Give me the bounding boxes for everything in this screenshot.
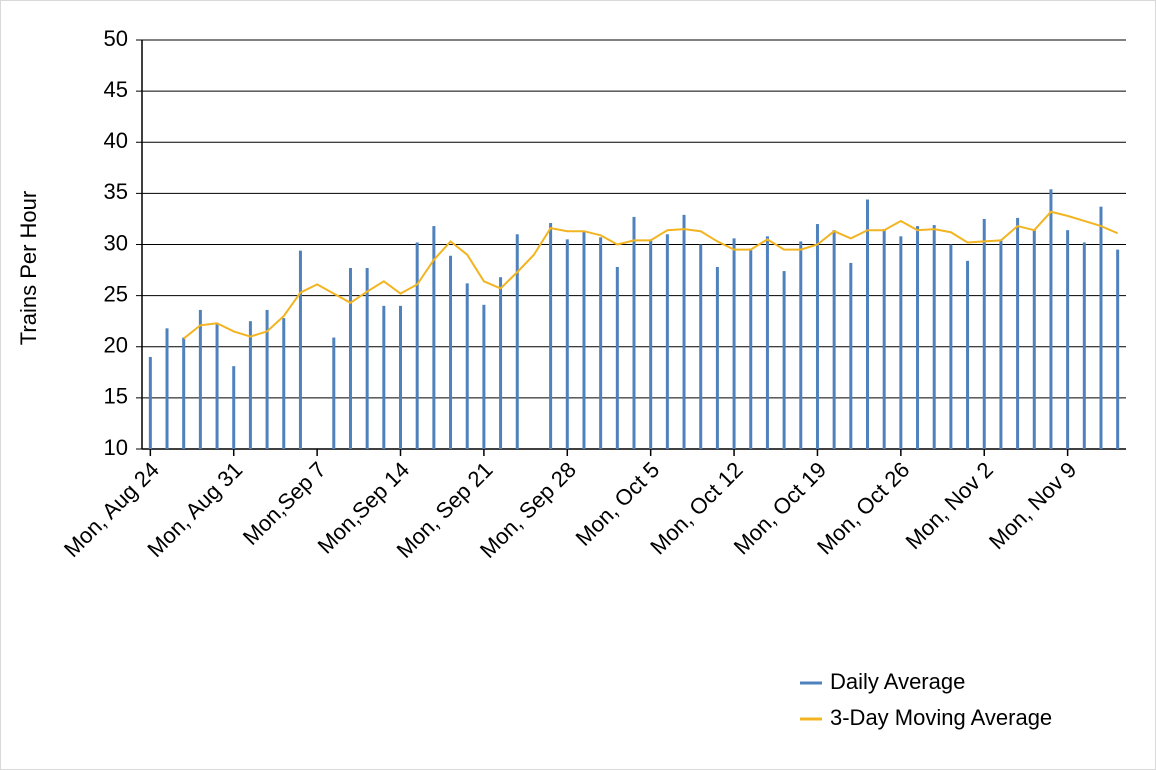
bar [215,324,219,449]
bar [582,231,586,449]
bar [749,248,753,449]
y-tick-label: 10 [104,435,128,460]
bar [298,250,302,449]
bar [665,234,669,449]
bar [1082,242,1086,449]
bar [865,199,869,449]
bar [632,216,636,449]
bar [832,230,836,449]
bar [415,242,419,449]
bar [365,268,369,449]
bar [1016,217,1020,449]
bar [165,328,169,449]
bar [1066,230,1070,449]
bar [882,229,886,449]
y-axis-title: Trains Per Hour [16,191,41,345]
bar [432,226,436,449]
bar [982,218,986,449]
y-tick-label: 20 [104,333,128,358]
bar [765,236,769,449]
bar [782,271,786,449]
bar [949,244,953,449]
bar [682,214,686,449]
bar [615,266,619,449]
bar [449,255,453,449]
bar [699,244,703,449]
bar [649,239,653,449]
bar [148,356,152,449]
y-tick-label: 45 [104,77,128,102]
bar [732,238,736,449]
bar [482,304,486,449]
bar [499,277,503,449]
y-tick-label: 35 [104,179,128,204]
bar [465,283,469,449]
y-tick-label: 30 [104,230,128,255]
bar [282,318,286,449]
bar [182,337,186,449]
y-tick-label: 40 [104,128,128,153]
bar [916,226,920,449]
y-tick-label: 15 [104,384,128,409]
bar [265,309,269,449]
bar [565,239,569,449]
legend-label: 3-Day Moving Average [830,705,1052,730]
y-tick-label: 50 [104,26,128,51]
bar [198,309,202,449]
bar [549,223,553,449]
bar [382,305,386,449]
bar [1099,206,1103,449]
bar [232,366,236,449]
legend-label: Daily Average [830,669,965,694]
bar [248,321,252,449]
bar [332,337,336,449]
bar [799,241,803,449]
bar [515,234,519,449]
bar [1049,189,1053,449]
bar [599,237,603,449]
bar [715,266,719,449]
bar [815,224,819,449]
bar [1116,249,1120,449]
bar [966,260,970,449]
bar [849,262,853,449]
bar [348,268,352,449]
line [183,210,1119,340]
bar [399,305,403,449]
bar [999,239,1003,449]
bar [899,236,903,449]
y-tick-label: 25 [104,281,128,306]
bar [1032,229,1036,449]
bar [932,225,936,449]
